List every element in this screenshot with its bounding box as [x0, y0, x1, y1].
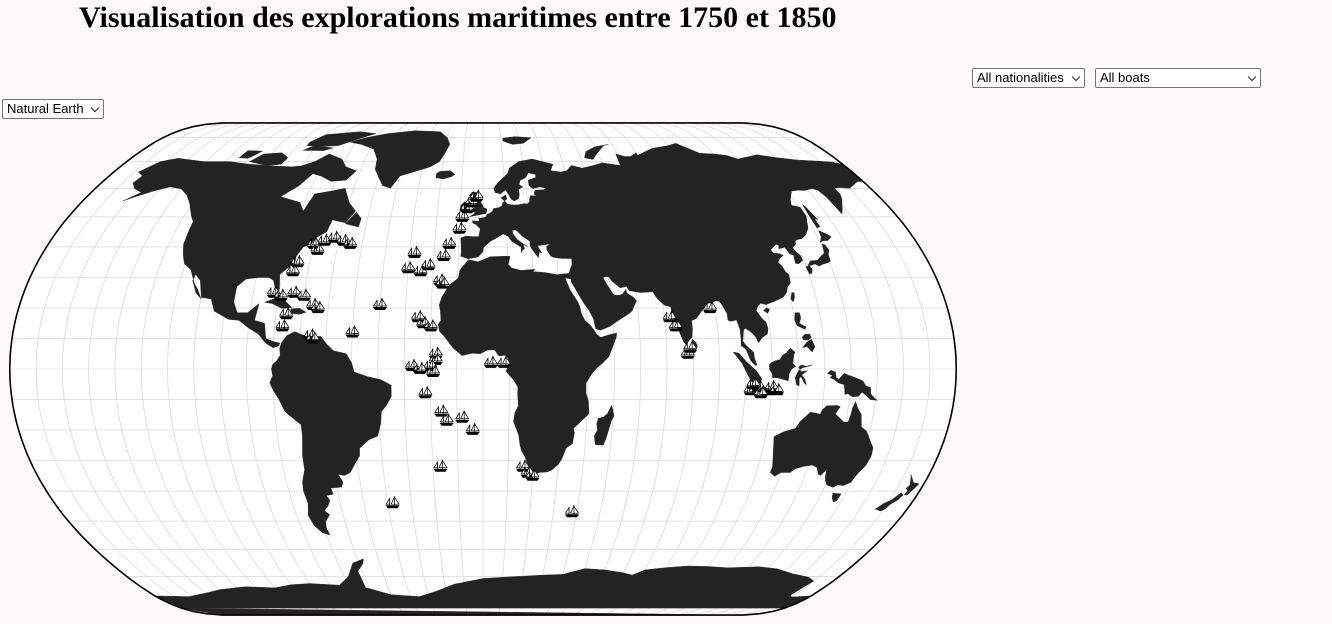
ship-markers [266, 189, 784, 518]
land-japan-kyushu [805, 265, 813, 275]
land-devon-island [303, 145, 334, 151]
sailing-ship-icon[interactable] [433, 459, 448, 472]
land-visayas [801, 333, 812, 341]
sailing-ship-icon[interactable] [273, 288, 289, 301]
sailing-ship-icon[interactable] [287, 285, 302, 298]
land-australia [769, 401, 874, 488]
sailing-ship-icon[interactable] [279, 307, 294, 320]
chevron-down-icon [1071, 72, 1081, 82]
land-iceland [435, 170, 456, 180]
sailing-ship-icon[interactable] [285, 264, 301, 277]
land-new-guinea [827, 369, 878, 401]
land-north-america [122, 158, 356, 348]
boat-select-value: All boats [1100, 70, 1150, 85]
sailing-ship-icon[interactable] [515, 459, 531, 472]
sailing-ship-icon[interactable] [412, 361, 428, 374]
page-title: Visualisation des explorations maritimes… [79, 1, 837, 34]
land-nz-south [874, 492, 904, 512]
land-sakhalin [802, 204, 821, 229]
sailing-ship-icon[interactable] [465, 422, 480, 435]
sailing-ship-icon[interactable] [442, 236, 457, 249]
sailing-ship-icon[interactable] [435, 276, 450, 289]
sailing-ship-icon[interactable] [305, 331, 321, 344]
sailing-ship-icon[interactable] [290, 255, 305, 268]
sailing-ship-icon[interactable] [425, 364, 441, 377]
sailing-ship-icon[interactable] [483, 355, 499, 368]
land-japan-honshu [807, 243, 831, 267]
land-nz-north [903, 474, 920, 496]
sailing-ship-icon[interactable] [469, 189, 484, 202]
sailing-ship-icon[interactable] [310, 300, 326, 314]
sailing-ship-icon[interactable] [455, 410, 470, 423]
land-novaya-zemlya [584, 144, 609, 160]
sailing-ship-icon[interactable] [525, 468, 540, 481]
sailing-ship-icon[interactable] [496, 355, 512, 368]
sailing-ship-icon[interactable] [296, 288, 312, 301]
projection-select-value: Natural Earth [7, 101, 84, 116]
sailing-ship-icon[interactable] [439, 413, 454, 426]
land-luzon [794, 312, 807, 330]
land-banks-island [238, 150, 263, 159]
nationality-select[interactable]: All nationalities [972, 68, 1085, 88]
sailing-ship-icon[interactable] [345, 325, 360, 338]
boat-select[interactable]: All boats [1095, 68, 1261, 88]
land-taiwan [790, 292, 795, 303]
sailing-ship-icon[interactable] [372, 297, 388, 310]
land-madagascar [594, 404, 615, 446]
land-baffin [302, 153, 357, 182]
land-tasmania [831, 492, 842, 503]
land-sulawesi [794, 364, 813, 386]
sailing-ship-icon[interactable] [668, 319, 683, 332]
land-japan-hokkaido [818, 230, 832, 243]
sailing-ship-icon[interactable] [317, 233, 332, 246]
sailing-ship-icon[interactable] [564, 505, 580, 518]
sailing-ship-icon[interactable] [434, 404, 449, 417]
sailing-ship-icon[interactable] [753, 386, 768, 399]
land-south-america [269, 331, 392, 536]
land-mindanao [802, 338, 816, 353]
sailing-ship-icon[interactable] [385, 496, 400, 509]
land-svalbard [502, 136, 532, 145]
land-antarctica [154, 558, 815, 616]
land-ellesmere [306, 131, 376, 147]
sailing-ship-icon[interactable] [418, 386, 433, 399]
map-outline [8, 122, 958, 616]
land-victoria-island [248, 152, 289, 166]
sailing-ship-icon[interactable] [310, 242, 325, 255]
sailing-ship-icon[interactable] [421, 258, 436, 271]
sailing-ship-icon[interactable] [702, 300, 718, 314]
sailing-ship-icon[interactable] [413, 264, 428, 277]
sailing-ship-icon[interactable] [423, 319, 439, 332]
world-map[interactable] [0, 116, 970, 624]
sailing-ship-icon[interactable] [452, 221, 467, 234]
chevron-down-icon [1247, 72, 1257, 82]
chevron-down-icon [90, 103, 100, 113]
land-borneo [769, 347, 797, 382]
sailing-ship-icon[interactable] [683, 340, 698, 353]
sailing-ship-icon[interactable] [343, 236, 358, 249]
projection-select[interactable]: Natural Earth [2, 99, 104, 119]
land-newfoundland [344, 211, 362, 228]
sailing-ship-icon[interactable] [401, 261, 416, 274]
land-eurasia-africa [437, 143, 863, 476]
land-greenland [349, 130, 451, 189]
land-hainan [763, 307, 770, 314]
sailing-ship-icon[interactable] [407, 245, 422, 258]
sailing-ship-icon[interactable] [746, 377, 761, 390]
sailing-ship-icon[interactable] [411, 310, 426, 323]
sailing-ship-icon[interactable] [769, 383, 784, 396]
sailing-ship-icon[interactable] [275, 319, 290, 332]
sailing-ship-icon[interactable] [436, 248, 451, 261]
nationality-select-value: All nationalities [977, 70, 1064, 85]
map-land [122, 130, 920, 616]
